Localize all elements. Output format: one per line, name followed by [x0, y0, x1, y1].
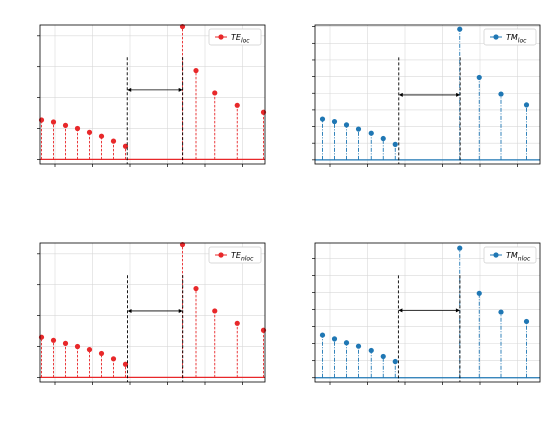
stem-marker [234, 102, 240, 108]
annotation-arrowhead-left [127, 308, 132, 313]
annotation-arrowhead-left [127, 87, 132, 92]
legend-label-sub: loc [518, 38, 527, 45]
stem-marker [62, 122, 69, 128]
panel-a: TEloc [37, 23, 267, 167]
legend-swatch-marker [493, 252, 499, 258]
legend-label-main: TE [231, 251, 242, 260]
stem-marker [457, 245, 463, 251]
stem-marker [50, 337, 57, 343]
stem-marker [380, 353, 386, 360]
annotation-arrowhead-right [178, 87, 183, 92]
stem-marker [343, 340, 350, 346]
stem-marker [319, 116, 326, 122]
legend-label-sub: nloc [518, 256, 531, 263]
stem-marker [212, 90, 218, 96]
stem-marker [110, 356, 117, 362]
legend-label: TMloc [506, 33, 527, 45]
stem-marker [319, 332, 326, 338]
legend-swatch-marker [218, 34, 224, 40]
panel-b: TMloc [312, 24, 541, 167]
panel-d: TMnloc [312, 242, 541, 385]
annotation-arrowhead-right [178, 308, 183, 313]
legend-box [208, 246, 262, 264]
stem-marker [476, 74, 482, 81]
stem-marker [212, 308, 218, 314]
legend-label-main: TM [506, 251, 518, 260]
stem-marker [86, 346, 93, 353]
legend-label-main: TE [231, 33, 242, 42]
legend-label: TEloc [231, 33, 250, 45]
plot-frame [39, 24, 266, 165]
legend-box [483, 28, 537, 46]
legend-box [483, 246, 537, 264]
legend-swatch-marker [218, 252, 224, 258]
stem-marker [122, 361, 129, 367]
stem-marker [498, 91, 504, 97]
stem-marker [343, 122, 350, 128]
stem-marker [523, 318, 530, 325]
stem-marker [523, 102, 530, 108]
legend-label: TEnloc [231, 251, 254, 263]
panel-c: TEnloc [37, 241, 267, 385]
stem-marker [331, 118, 338, 125]
legend-label-sub: nloc [241, 256, 254, 263]
legend-box [208, 28, 262, 46]
stem-marker [98, 133, 105, 139]
stem-marker [476, 290, 482, 296]
stem-marker [380, 135, 386, 142]
stem-marker [86, 129, 93, 135]
legend-label-main: TM [506, 33, 518, 42]
annotation-arrowhead-right [455, 308, 460, 313]
annotation-arrowhead-right [456, 92, 461, 97]
plot-frame [314, 24, 541, 165]
stem-marker [50, 119, 57, 125]
stem-marker [193, 67, 199, 74]
annotation-arrowhead-left [398, 92, 403, 97]
stem-marker [368, 130, 374, 136]
stem-marker [368, 347, 374, 354]
plot-frame [314, 242, 541, 383]
plot-frame [39, 242, 266, 383]
stem-marker [498, 309, 504, 315]
legend-label: TMnloc [506, 251, 531, 263]
stem-marker [193, 285, 199, 292]
stem-marker [355, 126, 362, 132]
stem-marker [392, 358, 398, 365]
legend-label-sub: loc [241, 38, 250, 45]
stem-marker [331, 336, 338, 342]
stem-marker [457, 26, 463, 32]
stem-marker [74, 125, 81, 132]
stem-marker [74, 343, 81, 350]
stem-marker [98, 350, 105, 357]
stem-marker [355, 343, 362, 349]
legend-swatch-marker [493, 34, 499, 40]
stem-marker [62, 340, 69, 346]
stem-marker [110, 138, 117, 144]
stem-marker [392, 141, 398, 147]
annotation-arrowhead-left [398, 308, 403, 313]
stem-marker [234, 320, 240, 326]
